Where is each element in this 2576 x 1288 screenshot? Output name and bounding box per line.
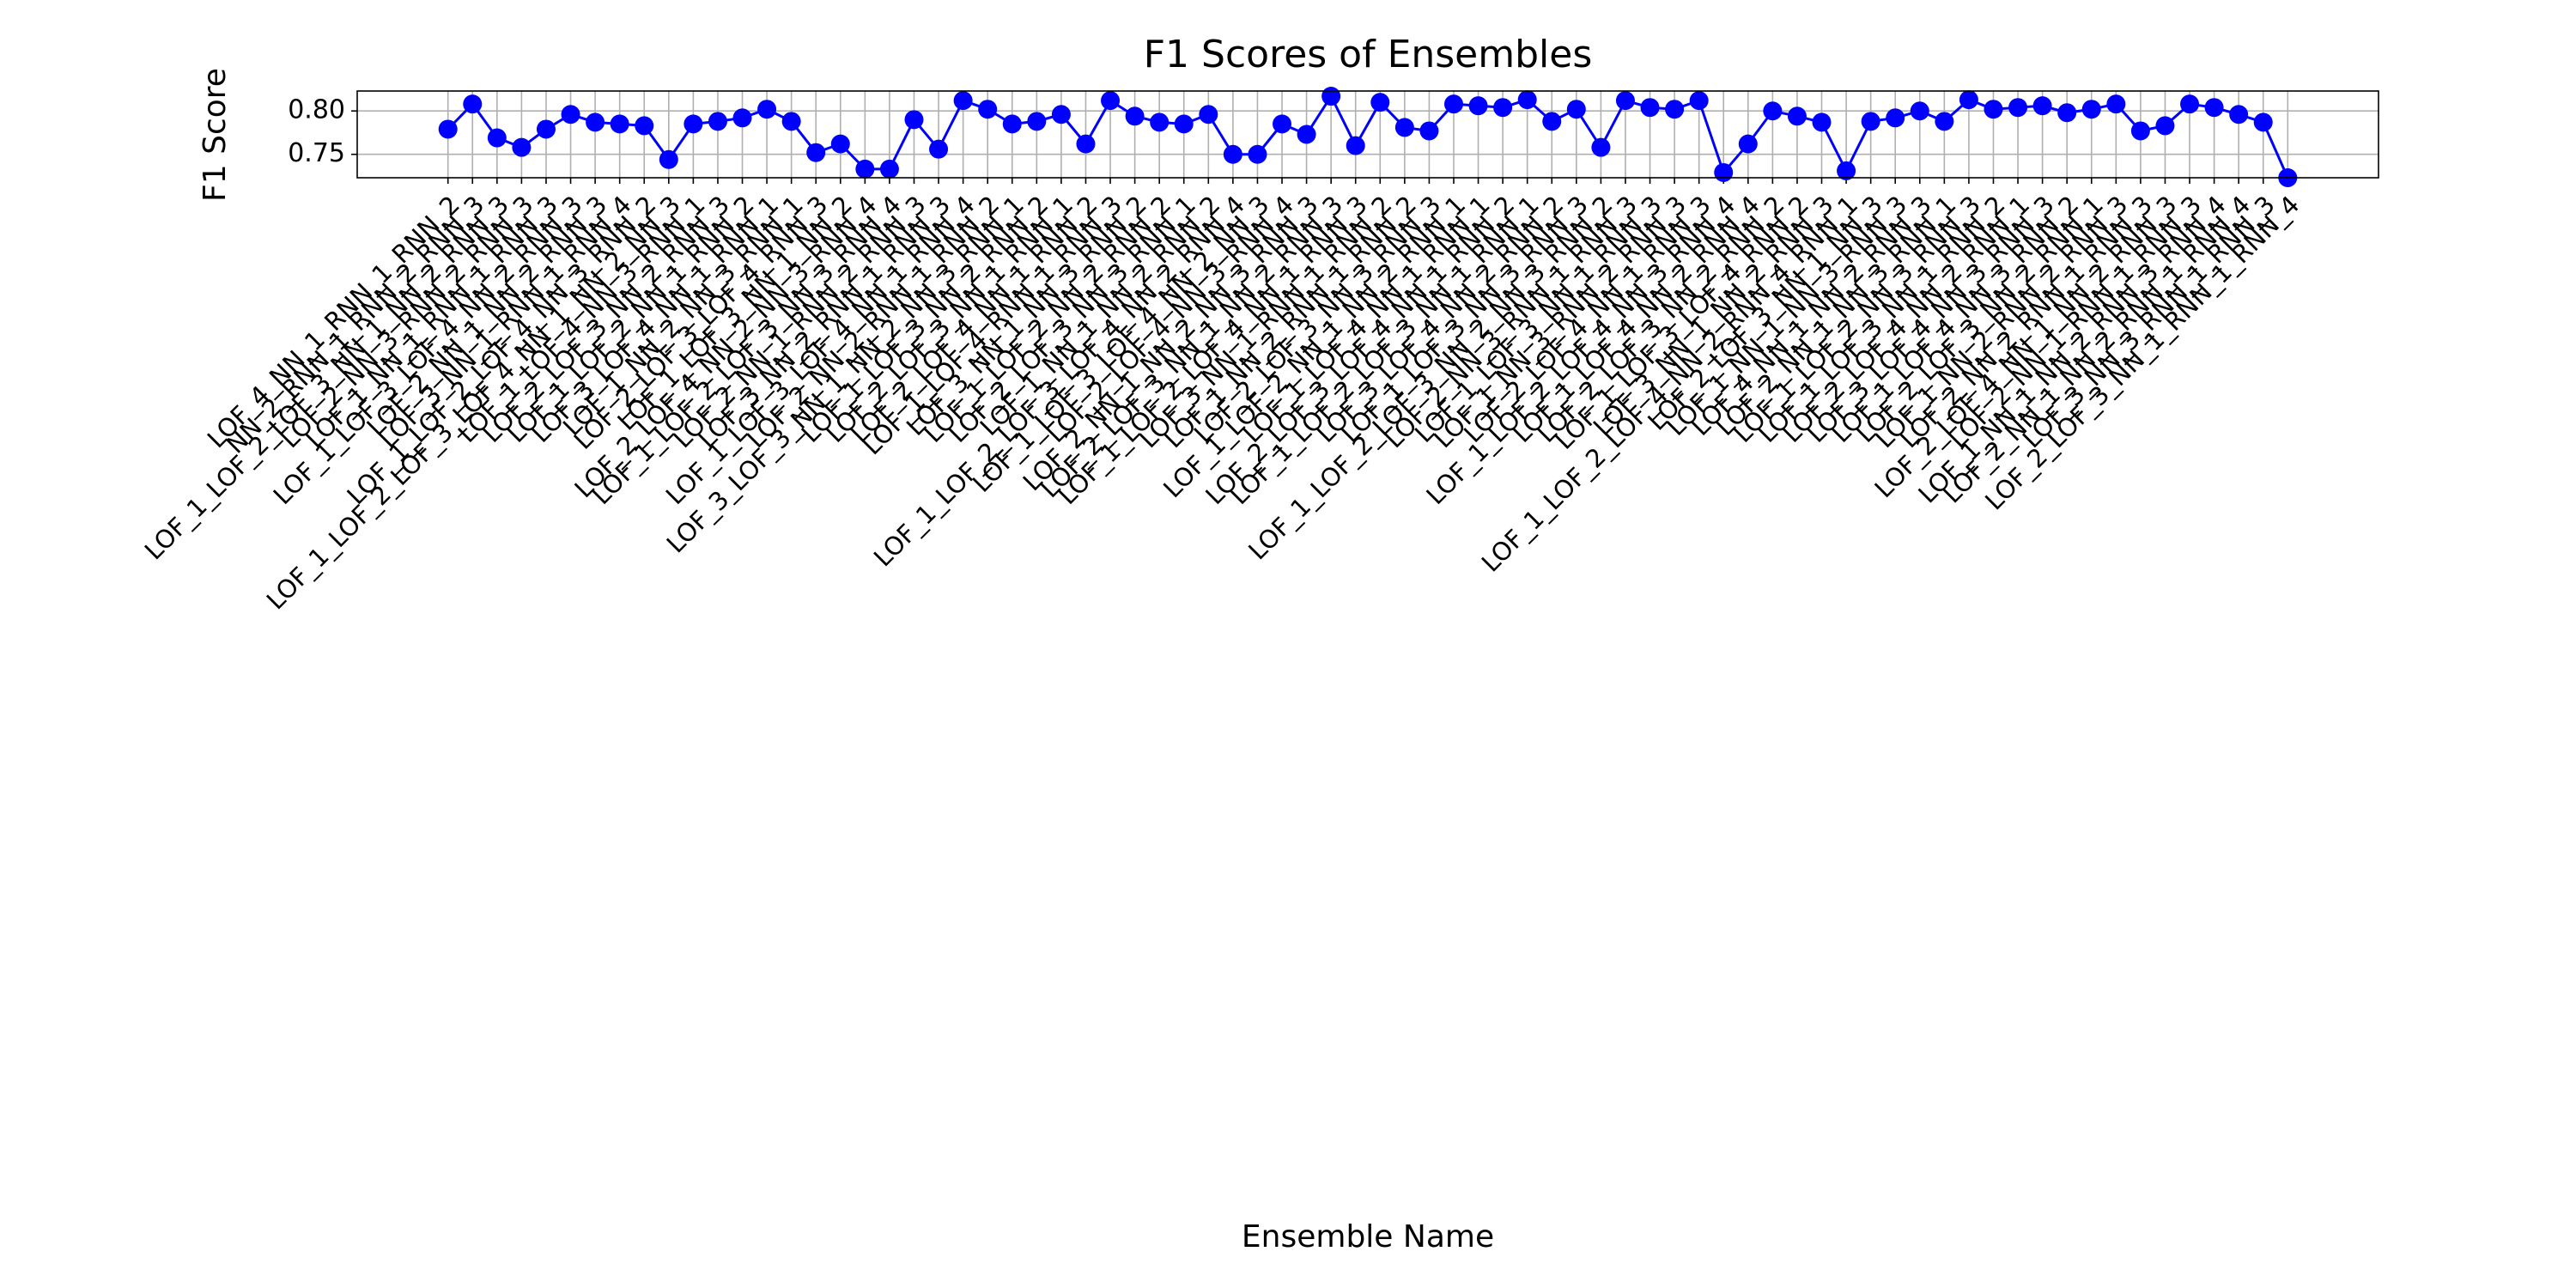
marker bbox=[1837, 161, 1856, 180]
marker bbox=[610, 114, 629, 134]
marker bbox=[2032, 96, 2052, 116]
marker bbox=[1763, 101, 1783, 121]
y-tick-label: 0.75 bbox=[288, 138, 345, 168]
marker bbox=[1027, 112, 1047, 131]
marker bbox=[1665, 100, 1685, 119]
marker bbox=[1125, 106, 1145, 126]
marker bbox=[806, 143, 826, 162]
marker bbox=[1248, 144, 1267, 164]
marker bbox=[2253, 112, 2273, 132]
marker bbox=[586, 112, 605, 132]
marker bbox=[1787, 106, 1807, 126]
marker bbox=[732, 108, 752, 128]
marker bbox=[1591, 137, 1611, 157]
marker bbox=[1223, 144, 1242, 164]
marker bbox=[2180, 94, 2200, 114]
marker bbox=[781, 112, 801, 131]
marker bbox=[683, 114, 703, 134]
marker bbox=[1935, 112, 1954, 131]
marker bbox=[1002, 114, 1022, 134]
marker bbox=[536, 119, 556, 139]
marker bbox=[1493, 98, 1513, 118]
marker bbox=[978, 100, 998, 119]
marker bbox=[2204, 98, 2224, 118]
marker bbox=[635, 116, 654, 136]
y-axis-label: F1 Score bbox=[197, 68, 233, 202]
marker bbox=[1517, 90, 1537, 110]
marker bbox=[1394, 118, 1414, 137]
y-tick-label: 0.80 bbox=[288, 95, 345, 125]
marker bbox=[1468, 96, 1488, 116]
marker bbox=[1150, 112, 1170, 132]
marker bbox=[1910, 101, 1929, 121]
marker bbox=[2008, 98, 2028, 118]
marker bbox=[463, 94, 483, 114]
marker bbox=[1174, 114, 1194, 134]
marker bbox=[561, 105, 580, 125]
marker bbox=[1615, 91, 1635, 111]
marker bbox=[1689, 91, 1709, 111]
marker bbox=[1812, 112, 1832, 132]
marker bbox=[2081, 100, 2101, 119]
marker bbox=[953, 91, 973, 111]
marker bbox=[2229, 105, 2249, 125]
marker bbox=[2155, 116, 2175, 136]
marker bbox=[1861, 112, 1880, 131]
marker bbox=[879, 159, 899, 179]
marker bbox=[1714, 162, 1734, 182]
marker bbox=[1297, 125, 1316, 144]
marker bbox=[830, 134, 850, 154]
marker bbox=[1199, 105, 1218, 125]
x-axis-label: Ensemble Name bbox=[1242, 1219, 1494, 1255]
marker bbox=[487, 128, 507, 148]
marker bbox=[708, 112, 727, 131]
marker bbox=[512, 137, 532, 157]
marker bbox=[929, 139, 949, 159]
marker bbox=[1640, 98, 1660, 118]
marker bbox=[1443, 94, 1463, 114]
marker bbox=[2106, 94, 2126, 114]
marker bbox=[1566, 100, 1586, 119]
marker bbox=[1370, 93, 1390, 112]
marker bbox=[1101, 91, 1121, 111]
marker bbox=[438, 119, 458, 139]
marker bbox=[1419, 121, 1439, 141]
marker bbox=[1346, 136, 1365, 155]
marker bbox=[1076, 134, 1096, 154]
marker bbox=[2130, 121, 2150, 141]
marker bbox=[659, 149, 678, 169]
marker bbox=[1738, 134, 1758, 154]
line bbox=[447, 94, 2289, 179]
marker bbox=[855, 159, 875, 179]
marker bbox=[904, 110, 924, 130]
marker bbox=[757, 100, 777, 119]
marker bbox=[1959, 90, 1978, 110]
marker bbox=[1886, 108, 1905, 128]
marker bbox=[1051, 105, 1071, 125]
marker bbox=[1273, 114, 1292, 134]
marker bbox=[1984, 100, 2003, 119]
marker bbox=[2057, 103, 2077, 123]
plot-frame bbox=[356, 90, 2379, 179]
marker bbox=[1542, 112, 1562, 131]
chart-title: F1 Scores of Ensembles bbox=[1144, 33, 1593, 76]
marker bbox=[1321, 87, 1341, 106]
